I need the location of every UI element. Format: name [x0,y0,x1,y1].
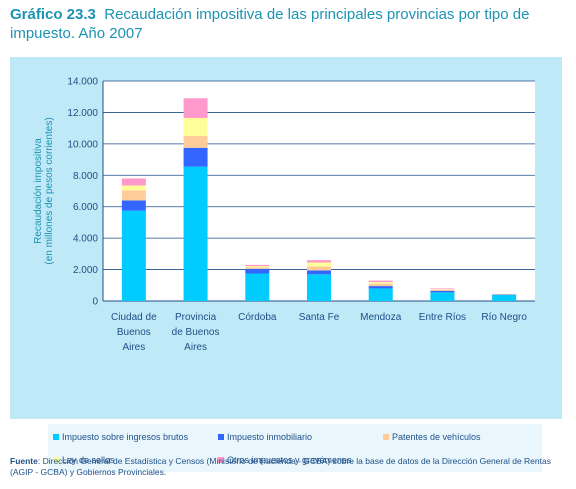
legend-swatch [53,434,59,440]
y-tick-label: 10.000 [67,139,98,150]
legend-label: Impuesto sobre ingresos brutos [62,432,189,442]
legend-label: Otros impuestos y gravámenes [227,455,352,465]
bar-segment-5 [183,98,208,118]
bar-segment-5 [368,280,393,283]
legend-item: Impuesto inmobiliario [218,432,312,443]
legend: Impuesto sobre ingresos brutos Impuesto i… [48,424,542,472]
bar-segment-4 [307,262,331,267]
bar-segment-1 [368,288,393,301]
bar-segment-2 [430,290,455,293]
y-axis-label: Recaudación impositiva [33,138,44,244]
x-tick-label: Buenos [117,327,151,338]
bar-segment-5 [245,264,270,267]
y-tick-label: 2.000 [73,265,98,276]
source-note: Fuente: Dirección General de Estadística… [10,456,566,478]
source-text: : Dirección General de Estadística y Cen… [10,456,551,477]
bar-segment-5 [121,178,146,186]
bar-segment-3 [121,190,146,201]
legend-item: Ley de sellos [53,455,115,466]
legend-item: Otros impuestos y gravámenes [218,455,352,466]
bar-segment-3 [430,289,455,291]
y-tick-label: 12.000 [67,108,98,119]
bar-segment-3 [368,283,393,287]
x-tick-label: Aires [122,342,145,353]
chart-title-number: Gráfico 23.3 [10,6,96,23]
chart-title: Gráfico 23.3 Recaudación impositiva de l… [10,5,566,43]
bar-segment-1 [121,210,146,301]
y-tick-label: 6.000 [73,202,98,213]
chart-svg: 0 2.000 4.000 6.000 8.000 10.000 12.000 14.000 C… [33,77,535,353]
source-label: Fuente [10,456,38,466]
bar-segment-5 [307,260,331,263]
legend-item: Patentes de vehículos [383,432,481,443]
y-tick-label: 8.000 [73,171,98,182]
x-tick-label: Ciudad de [111,312,157,323]
bar-segment-1 [245,273,270,301]
y-tick-label: 4.000 [73,234,98,245]
legend-item: Impuesto sobre ingresos brutos [53,432,188,443]
x-tick-label: Santa Fe [299,312,340,323]
x-tick-label: Entre Ríos [419,312,466,323]
x-tick-label: Córdoba [238,312,277,323]
chart-panel: 0 2.000 4.000 6.000 8.000 10.000 12.000 14.000 C… [10,57,562,472]
bar-segment-4 [245,266,270,268]
y-tick-label: 14.000 [67,77,98,88]
legend-swatch [218,457,224,463]
bar-segment-2 [121,200,146,211]
y-axis-label: (en millones de pesos corrientes) [44,117,55,264]
bar-segment-3 [245,267,270,269]
legend-swatch [218,434,224,440]
x-tick-label: Mendoza [360,312,402,323]
bar-segment-2 [245,268,270,274]
bar-segment-1 [430,292,455,301]
x-tick-label: Provincia [175,312,217,323]
bar-segment-2 [183,147,208,167]
legend-swatch [383,434,389,440]
bar-segment-4 [368,282,393,284]
x-tick-label: de Buenos [172,327,220,338]
bar-segment-5 [430,288,455,290]
legend-label: Impuesto inmobiliario [227,432,313,442]
bar-segment-2 [368,286,393,289]
bar-segment-1 [492,295,517,301]
x-tick-label: Aires [184,342,207,353]
legend-label: Patentes de vehículos [392,432,481,442]
y-tick-label: 0 [92,297,98,308]
bar-segment-3 [183,136,208,148]
bar-segment-1 [307,274,331,301]
bar-segment-4 [183,117,208,136]
chart-title-text: Recaudación impositiva de las principale… [10,6,530,42]
legend-swatch [53,457,59,463]
bar-segment-4 [121,185,146,191]
x-tick-label: Río Negro [481,312,527,323]
bar-segment-3 [307,266,331,271]
bar-segment-2 [307,270,331,275]
legend-label: Ley de sellos [62,455,115,465]
bar-segment-1 [183,166,208,301]
